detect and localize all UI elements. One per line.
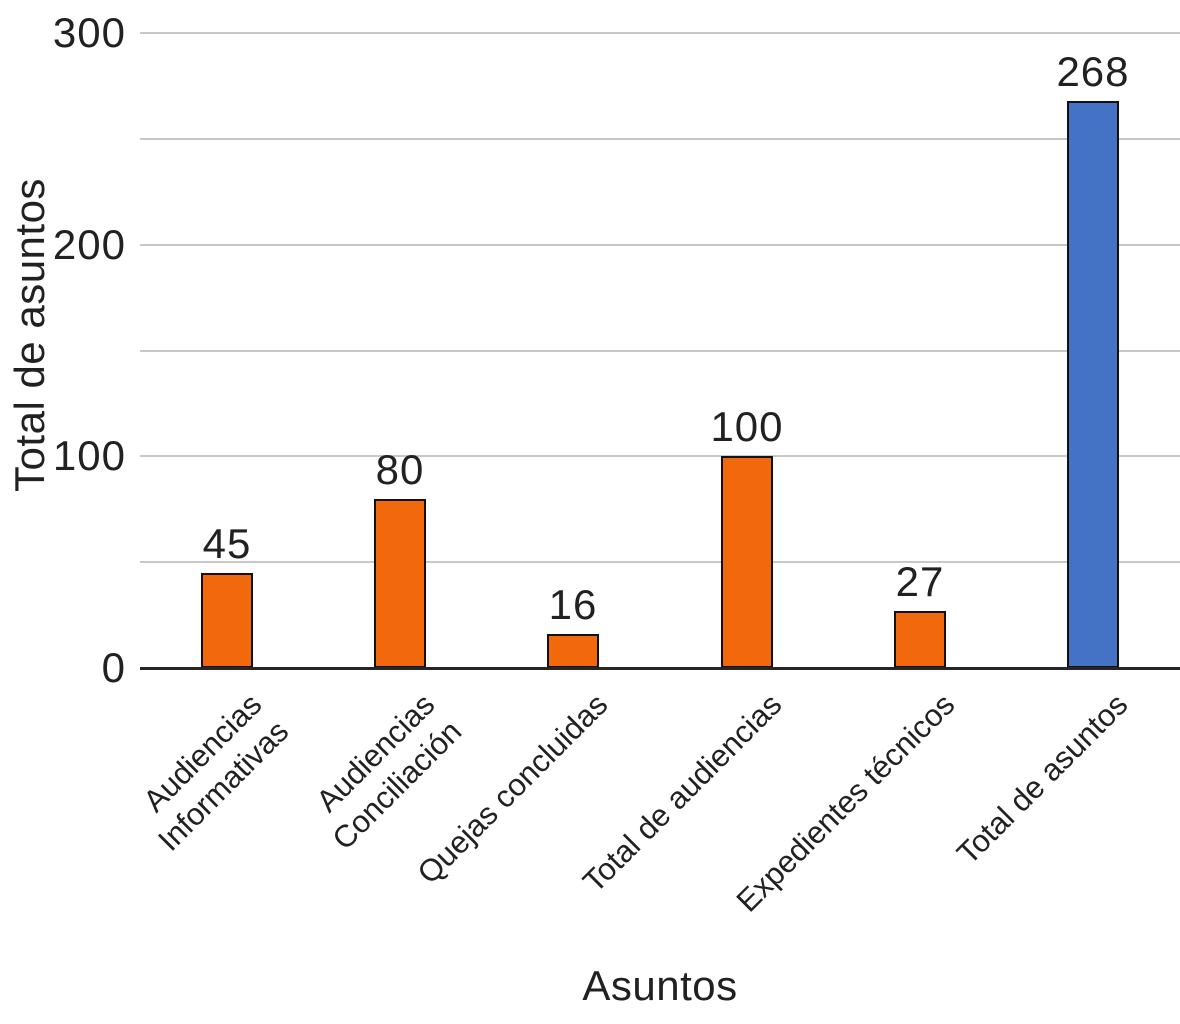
bar-value-label: 80 [375, 446, 425, 493]
bar-value-label: 100 [710, 403, 784, 450]
gridline [140, 32, 1180, 34]
plot-area: 45 80 16 100 27 268 [140, 32, 1180, 670]
y-axis-title: Total de asuntos [6, 178, 53, 492]
x-axis-line [140, 667, 1180, 670]
y-tick-label: 0 [101, 644, 126, 691]
y-tick-label: 200 [52, 221, 126, 268]
bar-value-label: 16 [548, 581, 598, 628]
bar-value-label: 45 [202, 520, 252, 567]
gridline [140, 561, 1180, 564]
y-tick-label: 100 [52, 432, 126, 479]
bar-1 [201, 573, 253, 668]
bar-6 [1067, 101, 1119, 668]
bar-value-label: 268 [1056, 48, 1130, 95]
x-axis-title: Asuntos [582, 962, 738, 1009]
bar-4 [721, 456, 773, 668]
bar-2 [374, 499, 426, 668]
gridline [140, 349, 1180, 352]
gridline [140, 243, 1180, 246]
bar-3 [547, 634, 599, 668]
gridline [140, 455, 1180, 458]
bar-value-label: 27 [895, 558, 945, 605]
bar-5 [894, 611, 946, 668]
y-tick-label: 300 [52, 9, 126, 56]
gridline [140, 137, 1180, 140]
